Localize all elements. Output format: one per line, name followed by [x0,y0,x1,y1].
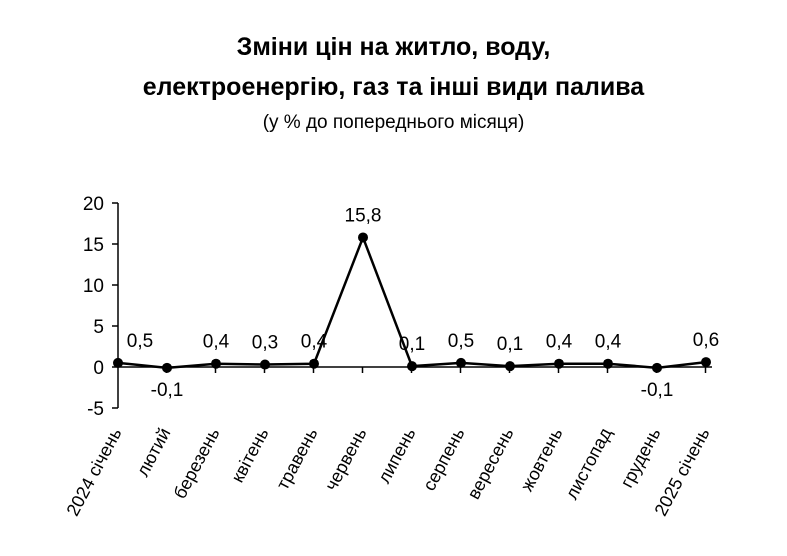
data-point [260,359,270,370]
data-point [358,232,368,243]
x-tick-label: вересень [463,424,517,502]
data-point [162,362,172,373]
data-label: 0,5 [448,331,474,352]
data-point [211,358,221,369]
y-tick-label: 10 [83,276,104,297]
y-tick-label: 20 [83,194,104,215]
x-tick-label: жовтень [517,424,567,494]
x-tick-label: червень [321,424,371,494]
data-label: 0,6 [693,330,719,351]
x-tick-label: лютий [132,424,174,479]
data-label: 0,4 [203,332,230,353]
chart-subtitle: (у % до попереднього місяця) [262,112,525,133]
x-tick-label: серпень [419,424,469,494]
x-tick-label: квітень [227,424,272,485]
data-point [113,357,123,368]
data-label: 0,5 [127,331,153,352]
data-point [407,361,417,372]
y-tick-label: 0 [93,358,104,379]
data-label: 0,1 [399,334,425,355]
data-label: 15,8 [345,205,382,226]
data-point [554,358,564,369]
data-label: -0,1 [151,380,184,401]
x-tick-label: липень [374,424,420,486]
y-tick-label: -5 [87,399,104,420]
x-tick-label: листопад [561,424,615,503]
data-point [456,357,466,368]
data-label: 0,4 [301,332,328,353]
data-point [701,357,711,368]
data-point [603,358,613,369]
data-label: -0,1 [641,380,674,401]
chart-title-line-1: Зміни цін на житло, воду, [236,33,551,61]
x-tick-label: 2024 січень [62,424,125,519]
data-point [505,361,515,372]
data-label: 0,1 [497,334,523,355]
data-label: 0,3 [252,333,278,354]
data-label: 0,4 [595,332,622,353]
data-label: 0,4 [546,332,573,353]
data-point [309,358,319,369]
chart-title-line-2: електроенергію, газ та інші види палива [142,73,645,101]
data-point [652,362,662,373]
x-tick-label: березень [170,424,224,501]
x-tick-label: грудень [617,424,665,490]
x-tick-label: травень [272,424,321,493]
y-tick-label: 5 [93,317,104,338]
y-tick-label: 15 [83,235,104,256]
